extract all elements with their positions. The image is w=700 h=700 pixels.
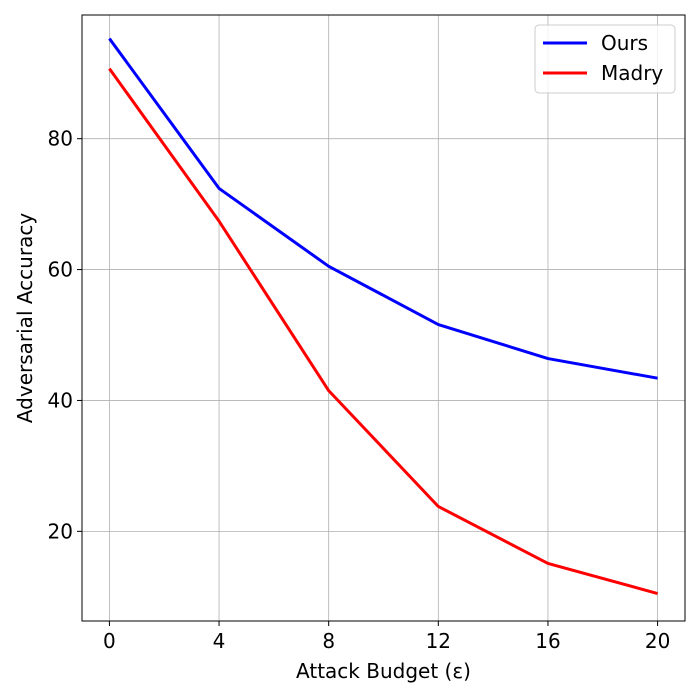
axis-ticks: 0 4 8 12 16 20 20 40 60 80 [48,127,671,653]
y-tick-label: 80 [48,127,73,151]
y-tick-label: 40 [48,388,73,412]
x-tick-label: 4 [213,629,226,653]
series-lines [108,37,658,595]
x-tick-label: 0 [103,629,116,653]
x-tick-label: 20 [645,629,670,653]
series-line-ours [108,37,658,380]
x-tick-label: 16 [535,629,560,653]
legend-label: Madry [601,61,663,85]
x-tick-label: 12 [426,629,451,653]
series-line-madry [108,67,658,595]
x-tick-label: 8 [322,629,335,653]
x-axis-label: Attack Budget (ε) [296,659,471,683]
legend: Ours Madry [534,24,676,94]
legend-label: Ours [601,31,648,55]
grid [82,15,685,621]
y-tick-label: 20 [48,519,73,543]
plot-frame [81,14,686,622]
y-axis-label: Adversarial Accuracy [13,213,37,423]
y-tick-label: 60 [48,258,73,282]
